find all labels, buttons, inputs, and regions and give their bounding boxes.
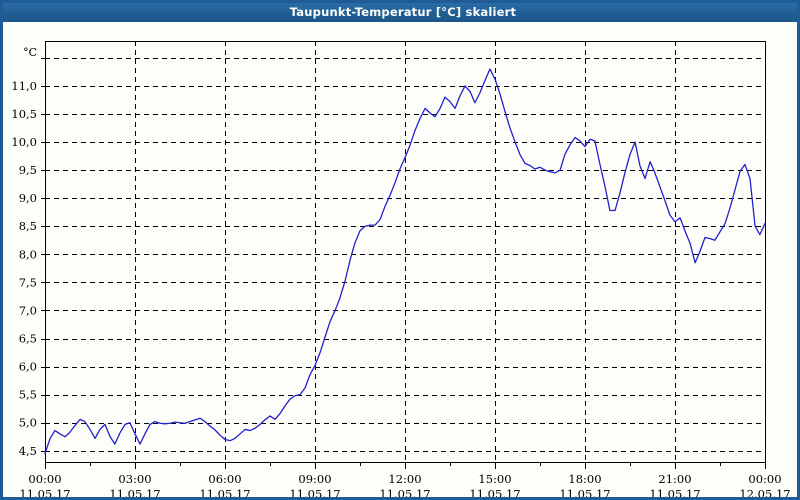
y-axis-tick-label: 11,0: [11, 79, 37, 93]
y-axis-tick-label: 6,5: [19, 332, 37, 346]
window-title-bar: Taupunkt-Temperatur [°C] skaliert: [3, 3, 797, 22]
axis-lines: [44, 40, 767, 464]
temperature-line-chart: 11,0 10,5 10,0 9,5 9,0 8,5 8,0 7,5 7,0 6,5 6,0 5,5 5…: [11, 40, 791, 500]
y-axis-tick-label: 8,0: [19, 247, 37, 261]
chart-plot-container: 11,0 10,5 10,0 9,5 9,0 8,5 8,0 7,5 7,0 6,5 6,0 5,5 5…: [3, 22, 797, 500]
y-axis-tick-label: 4,5: [19, 444, 37, 458]
y-tick-marks: [41, 58, 45, 452]
x-axis-time-label: 09:00: [298, 472, 331, 486]
x-axis-time-label: 21:00: [658, 472, 691, 486]
y-axis-tick-label: 7,5: [19, 275, 37, 289]
x-axis-date-label: 12.05.17: [739, 487, 790, 500]
x-axis-time-label: 12:00: [388, 472, 421, 486]
x-axis-time-label: 03:00: [118, 472, 151, 486]
x-axis-time-label: 15:00: [478, 472, 511, 486]
y-axis-tick-label: 9,5: [19, 163, 37, 177]
x-gridlines: [135, 41, 676, 462]
y-axis-unit-label: °C: [23, 46, 37, 59]
x-axis-date-label: 11.05.17: [289, 487, 340, 500]
x-axis-date-label: 11.05.17: [649, 487, 700, 500]
x-axis-date-label: 11.05.17: [379, 487, 430, 500]
x-axis-date-label: 11.05.17: [109, 487, 160, 500]
x-axis-time-label: 00:00: [748, 472, 781, 486]
y-axis-labels: 11,0 10,5 10,0 9,5 9,0 8,5 8,0 7,5 7,0 6,5 6,0 5,5 5…: [11, 79, 37, 458]
x-axis-date-label: 11.05.17: [199, 487, 250, 500]
x-axis-date-label: 11.05.17: [559, 487, 610, 500]
y-axis-tick-label: 6,0: [19, 360, 37, 374]
y-axis-tick-label: 10,5: [11, 107, 37, 121]
x-axis-time-label: 00:00: [28, 472, 61, 486]
dewpoint-series-line: [44, 68, 766, 455]
y-axis-tick-label: 5,0: [19, 416, 37, 430]
y-axis-tick-label: 10,0: [11, 135, 37, 149]
x-axis-date-label: 11.05.17: [469, 487, 520, 500]
x-axis-time-label: 18:00: [568, 472, 601, 486]
y-axis-tick-label: 5,5: [19, 388, 37, 402]
y-axis-tick-label: 7,0: [19, 303, 37, 317]
y-axis-tick-label: 8,5: [19, 219, 37, 233]
x-axis-labels: 00:0011.05.1703:0011.05.1706:0011.05.170…: [19, 472, 790, 500]
x-axis-time-label: 06:00: [208, 472, 241, 486]
y-axis-tick-label: 9,0: [19, 191, 37, 205]
x-axis-date-label: 11.05.17: [19, 487, 70, 500]
